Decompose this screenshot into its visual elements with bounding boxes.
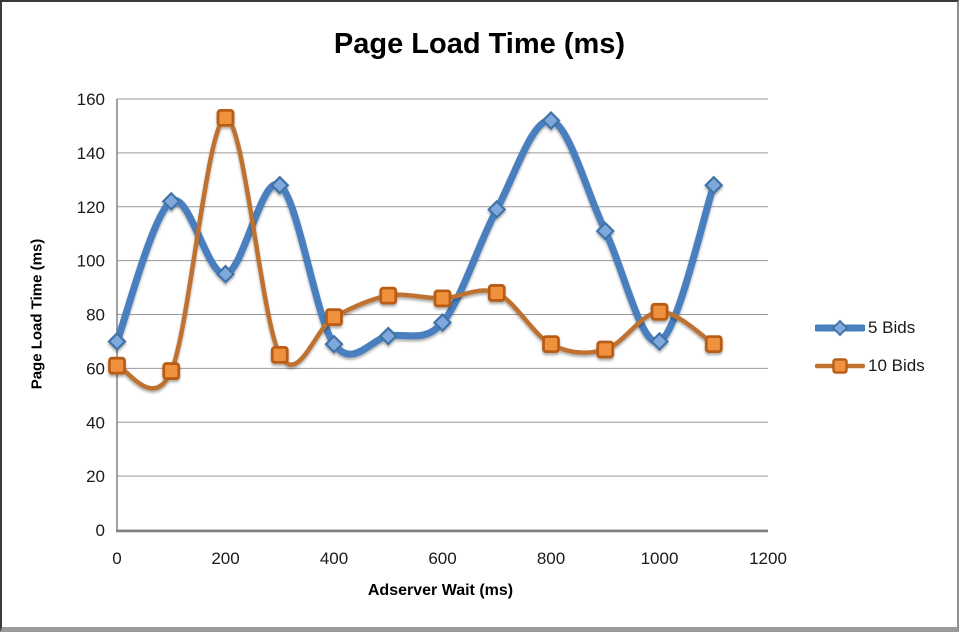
data-point-diamond <box>432 313 453 333</box>
data-point-square <box>650 302 669 321</box>
y-tick-label: 120 <box>77 198 105 217</box>
legend-label-10-bids: 10 Bids <box>868 356 925 375</box>
data-point-diamond <box>378 326 398 346</box>
y-tick-label: 40 <box>86 413 105 432</box>
data-point-square <box>162 362 181 380</box>
data-point-diamond <box>595 221 615 241</box>
chart-title: Page Load Time (ms) <box>333 28 626 60</box>
data-point-square <box>108 356 126 375</box>
data-point-diamond <box>649 331 670 351</box>
y-tick-label: 100 <box>77 252 105 271</box>
x-tick-label: 1200 <box>749 549 787 568</box>
y-tick-label: 20 <box>86 467 105 486</box>
data-point-square <box>379 286 398 305</box>
data-point-diamond <box>704 175 724 195</box>
data-point-diamond <box>324 334 344 354</box>
data-point-square <box>596 340 615 359</box>
x-tick-label: 600 <box>428 549 456 568</box>
legend-label-5-bids: 5 Bids <box>868 318 916 337</box>
data-point-diamond <box>215 264 236 284</box>
data-point-square <box>487 284 506 302</box>
data-point-diamond <box>161 191 181 211</box>
legend-item-10-bids[interactable]: 10 Bids <box>815 356 925 376</box>
data-point-square <box>433 289 452 308</box>
data-point-diamond <box>541 110 561 131</box>
tick-labels: 0 20 40 60 80 100 120 140 160 0 200 400 600 800 1000 12… <box>77 90 787 568</box>
data-point-square <box>216 108 235 127</box>
y-tick-label: 60 <box>86 359 105 378</box>
legend-line-diamond-icon <box>815 319 865 337</box>
legend: 5 Bids 10 Bids <box>815 318 925 376</box>
legend-line-square-icon <box>815 358 865 374</box>
data-point-square <box>704 335 723 354</box>
data-point-diamond <box>487 199 507 219</box>
x-axis-title: Adserver Wait (ms) <box>367 582 514 599</box>
legend-item-5-bids[interactable]: 5 Bids <box>815 318 925 338</box>
y-tick-label: 0 <box>96 521 105 540</box>
data-point-square <box>270 346 289 364</box>
x-tick-label: 0 <box>112 549 121 568</box>
data-point-diamond <box>270 175 290 195</box>
x-tick-label: 200 <box>211 549 239 568</box>
y-tick-label: 160 <box>77 90 105 109</box>
series-5-bids <box>107 110 724 358</box>
x-tick-label: 400 <box>320 549 348 568</box>
x-tick-label: 1000 <box>641 549 679 568</box>
data-point-diamond <box>107 331 127 351</box>
data-point-square <box>542 335 560 354</box>
data-point-square <box>325 308 343 327</box>
y-tick-label: 80 <box>86 306 105 325</box>
series-line <box>113 117 718 358</box>
x-tick-label: 800 <box>537 549 565 568</box>
y-tick-label: 140 <box>77 144 105 163</box>
series-10-bids <box>108 108 723 391</box>
